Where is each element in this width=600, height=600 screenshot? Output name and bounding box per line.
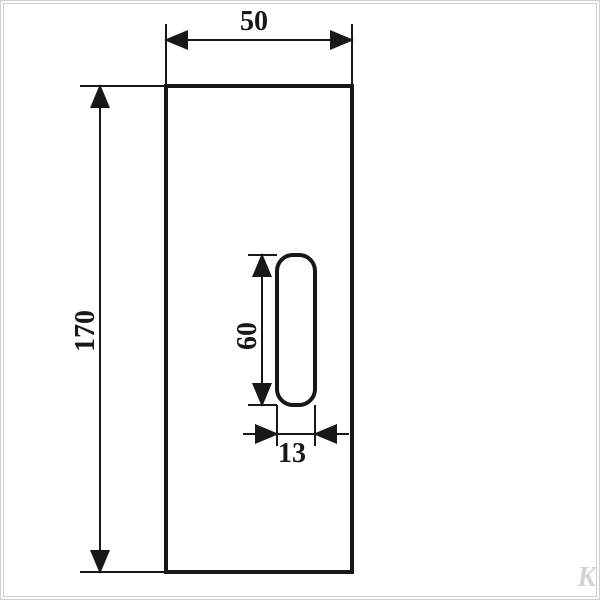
watermark: K xyxy=(577,562,594,594)
technical-drawing xyxy=(0,0,600,600)
dim-label-13: 13 xyxy=(278,438,306,470)
dim-label-60: 60 xyxy=(232,322,264,350)
dim-label-170: 170 xyxy=(70,310,102,352)
dim-label-50: 50 xyxy=(240,6,268,38)
